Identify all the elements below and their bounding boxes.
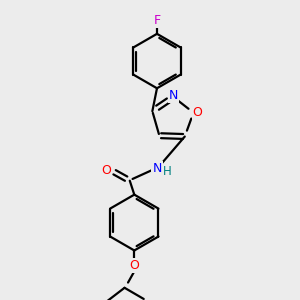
Text: O: O (193, 106, 202, 119)
Text: N: N (152, 162, 162, 175)
Text: F: F (153, 14, 161, 27)
Text: O: O (129, 259, 139, 272)
Text: N: N (169, 89, 178, 102)
Text: H: H (163, 166, 172, 178)
Text: O: O (101, 164, 111, 177)
